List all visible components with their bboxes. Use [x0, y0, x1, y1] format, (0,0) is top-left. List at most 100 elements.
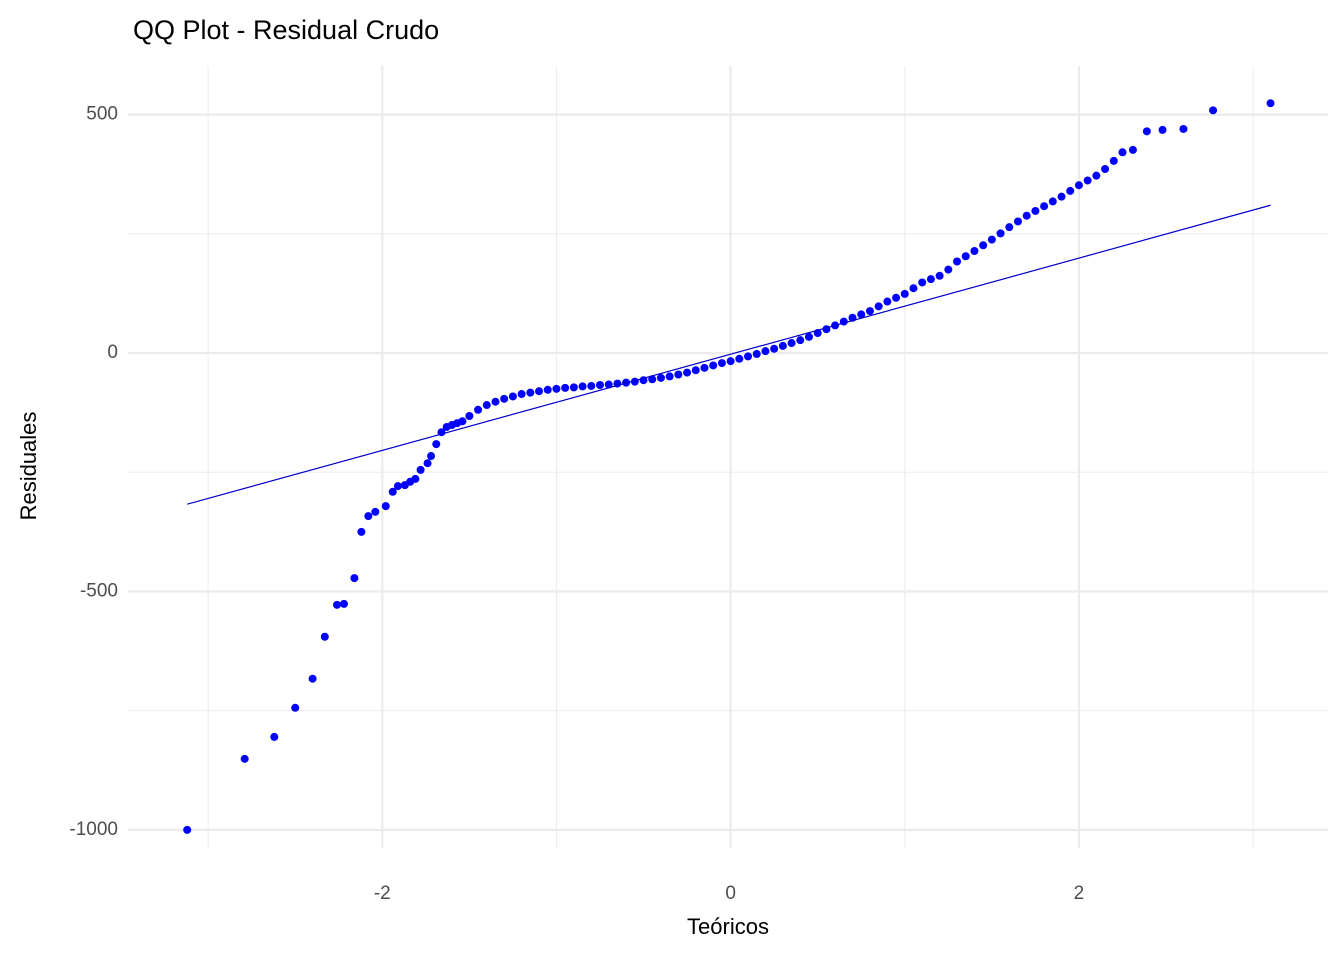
point [665, 372, 674, 381]
y-tick-label: 500 [86, 104, 118, 125]
point [1158, 125, 1167, 134]
point [752, 350, 761, 359]
point [648, 375, 657, 384]
point [770, 344, 779, 353]
point [683, 368, 692, 377]
y-tick-label: 0 [107, 342, 118, 363]
point [364, 512, 373, 521]
reference-line [187, 204, 1271, 505]
point [183, 825, 192, 834]
point [388, 487, 397, 496]
point [552, 384, 561, 393]
point [543, 385, 552, 394]
point [909, 284, 918, 293]
point [1013, 217, 1022, 226]
point [883, 297, 892, 306]
point [491, 397, 500, 406]
point [587, 381, 596, 390]
point [270, 732, 279, 741]
point [458, 417, 467, 426]
x-axis-label: Teóricos [687, 914, 769, 939]
point [1022, 211, 1031, 220]
point [804, 332, 813, 341]
point [240, 754, 249, 763]
point [1040, 202, 1049, 211]
point [526, 388, 535, 397]
point [393, 482, 402, 491]
point [578, 382, 587, 391]
point [604, 380, 613, 389]
point [1083, 176, 1092, 185]
point [411, 474, 420, 483]
point [1048, 197, 1057, 206]
point [744, 352, 753, 361]
y-axis-label: Residuales [16, 412, 41, 521]
x-tick-label: 0 [725, 883, 736, 904]
point [926, 275, 935, 284]
point [691, 366, 700, 375]
point [1031, 206, 1040, 215]
point [1101, 164, 1110, 173]
point [339, 599, 348, 608]
point [569, 383, 578, 392]
point [1142, 127, 1151, 136]
point [561, 383, 570, 392]
point [953, 257, 962, 266]
point [332, 600, 341, 609]
point [726, 357, 735, 366]
point [865, 307, 874, 316]
point [1179, 124, 1188, 133]
point [381, 502, 390, 511]
point [700, 363, 709, 372]
point [979, 241, 988, 250]
point [482, 401, 491, 410]
point [961, 252, 970, 261]
point [944, 265, 953, 274]
point [857, 310, 866, 319]
point [987, 235, 996, 244]
point [674, 370, 683, 379]
point [996, 229, 1005, 238]
point [291, 703, 300, 712]
point [717, 359, 726, 368]
point [508, 392, 517, 401]
point [935, 271, 944, 280]
point [595, 380, 604, 389]
point [517, 390, 526, 399]
point [465, 411, 474, 420]
point [350, 574, 359, 583]
point [970, 247, 979, 256]
point [796, 336, 805, 345]
point [1266, 99, 1275, 108]
point [320, 632, 329, 641]
point [656, 373, 665, 382]
point [423, 459, 432, 468]
point [1057, 192, 1066, 201]
point [1128, 145, 1137, 154]
point [1092, 171, 1101, 180]
x-tick-label: -2 [374, 883, 391, 904]
point [900, 289, 909, 298]
point [1074, 181, 1083, 190]
point [1066, 186, 1075, 195]
point [1109, 156, 1118, 165]
point [535, 387, 544, 396]
point [787, 339, 796, 348]
point [778, 341, 787, 350]
point [892, 293, 901, 302]
point [1118, 148, 1127, 157]
point [874, 302, 883, 311]
point [308, 674, 317, 683]
x-tick-label: 2 [1074, 883, 1085, 904]
point [709, 361, 718, 370]
point [474, 405, 483, 414]
point [918, 278, 927, 287]
point [1005, 223, 1014, 232]
point [500, 394, 509, 403]
point [761, 347, 770, 356]
point [416, 465, 425, 474]
point [371, 507, 380, 516]
point [427, 452, 436, 461]
y-tick-label: -500 [80, 580, 118, 601]
